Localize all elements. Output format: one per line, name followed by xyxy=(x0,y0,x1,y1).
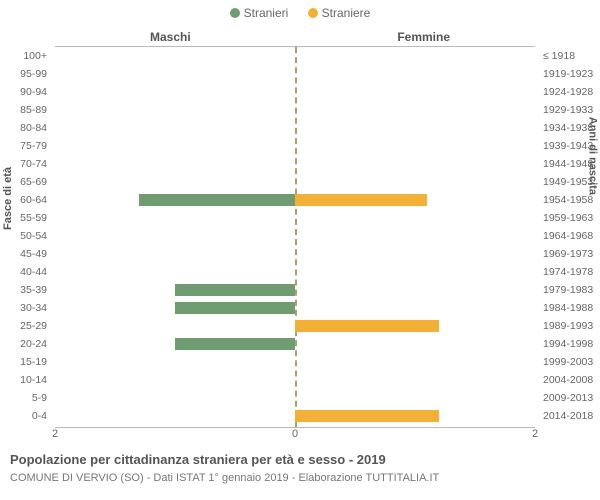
legend-label-female: Straniere xyxy=(322,6,371,20)
age-row: 45-491969-1973 xyxy=(55,245,535,263)
age-label: 5-9 xyxy=(0,389,47,407)
age-label: 20-24 xyxy=(0,335,47,353)
birth-year-label: 2009-2013 xyxy=(543,389,600,407)
age-label: 50-54 xyxy=(0,227,47,245)
birth-year-label: 1984-1988 xyxy=(543,299,600,317)
column-header-male: Maschi xyxy=(150,30,191,44)
birth-year-label: ≤ 1918 xyxy=(543,47,600,65)
age-row: 30-341984-1988 xyxy=(55,299,535,317)
age-row: 60-641954-1958 xyxy=(55,191,535,209)
age-label: 15-19 xyxy=(0,353,47,371)
birth-year-label: 1964-1968 xyxy=(543,227,600,245)
birth-year-label: 2004-2008 xyxy=(543,371,600,389)
bar-female xyxy=(295,194,427,206)
age-row: 10-142004-2008 xyxy=(55,371,535,389)
birth-year-label: 1944-1948 xyxy=(543,155,600,173)
age-row: 85-891929-1933 xyxy=(55,101,535,119)
birth-year-label: 1954-1958 xyxy=(543,191,600,209)
age-row: 80-841934-1938 xyxy=(55,119,535,137)
age-row: 15-191999-2003 xyxy=(55,353,535,371)
age-row: 100+≤ 1918 xyxy=(55,47,535,65)
birth-year-label: 1969-1973 xyxy=(543,245,600,263)
age-label: 100+ xyxy=(0,47,47,65)
age-row: 25-291989-1993 xyxy=(55,317,535,335)
age-label: 65-69 xyxy=(0,173,47,191)
bar-female xyxy=(295,410,439,422)
birth-year-label: 1994-1998 xyxy=(543,335,600,353)
age-row: 90-941924-1928 xyxy=(55,83,535,101)
age-row: 75-791939-1943 xyxy=(55,137,535,155)
bar-male xyxy=(175,302,295,314)
bar-female xyxy=(295,320,439,332)
birth-year-label: 1959-1963 xyxy=(543,209,600,227)
birth-year-label: 1924-1928 xyxy=(543,83,600,101)
age-label: 40-44 xyxy=(0,263,47,281)
x-tick: 0 xyxy=(292,428,298,440)
age-label: 55-59 xyxy=(0,209,47,227)
legend-dot-female xyxy=(308,8,318,18)
chart-title: Popolazione per cittadinanza straniera p… xyxy=(10,452,386,467)
age-label: 90-94 xyxy=(0,83,47,101)
age-row: 20-241994-1998 xyxy=(55,335,535,353)
birth-year-label: 1919-1923 xyxy=(543,65,600,83)
age-row: 50-541964-1968 xyxy=(55,227,535,245)
age-label: 85-89 xyxy=(0,101,47,119)
age-row: 95-991919-1923 xyxy=(55,65,535,83)
age-label: 70-74 xyxy=(0,155,47,173)
age-row: 40-441974-1978 xyxy=(55,263,535,281)
birth-year-label: 1939-1943 xyxy=(543,137,600,155)
age-label: 60-64 xyxy=(0,191,47,209)
birth-year-label: 1979-1983 xyxy=(543,281,600,299)
plot-area: 100+≤ 191895-991919-192390-941924-192885… xyxy=(55,46,535,428)
birth-year-label: 1929-1933 xyxy=(543,101,600,119)
legend: Stranieri Straniere xyxy=(0,6,600,21)
age-label: 35-39 xyxy=(0,281,47,299)
age-row: 5-92009-2013 xyxy=(55,389,535,407)
x-tick: 2 xyxy=(532,428,538,440)
birth-year-label: 1949-1953 xyxy=(543,173,600,191)
age-row: 70-741944-1948 xyxy=(55,155,535,173)
age-label: 45-49 xyxy=(0,245,47,263)
x-tick: 2 xyxy=(52,428,58,440)
legend-label-male: Stranieri xyxy=(244,6,289,20)
age-row: 65-691949-1953 xyxy=(55,173,535,191)
chart-subtitle: COMUNE DI VERVIO (SO) - Dati ISTAT 1° ge… xyxy=(10,472,439,484)
age-label: 30-34 xyxy=(0,299,47,317)
age-label: 25-29 xyxy=(0,317,47,335)
legend-item-male: Stranieri xyxy=(230,6,289,20)
birth-year-label: 1974-1978 xyxy=(543,263,600,281)
age-row: 55-591959-1963 xyxy=(55,209,535,227)
bar-male xyxy=(175,338,295,350)
legend-dot-male xyxy=(230,8,240,18)
age-label: 0-4 xyxy=(0,407,47,425)
bar-male xyxy=(175,284,295,296)
birth-year-label: 1999-2003 xyxy=(543,353,600,371)
age-row: 35-391979-1983 xyxy=(55,281,535,299)
age-label: 80-84 xyxy=(0,119,47,137)
column-header-female: Femmine xyxy=(397,30,450,44)
birth-year-label: 1989-1993 xyxy=(543,317,600,335)
age-label: 75-79 xyxy=(0,137,47,155)
age-label: 10-14 xyxy=(0,371,47,389)
legend-item-female: Straniere xyxy=(308,6,371,20)
birth-year-label: 2014-2018 xyxy=(543,407,600,425)
age-row: 0-42014-2018 xyxy=(55,407,535,425)
age-label: 95-99 xyxy=(0,65,47,83)
birth-year-label: 1934-1938 xyxy=(543,119,600,137)
bar-male xyxy=(139,194,295,206)
